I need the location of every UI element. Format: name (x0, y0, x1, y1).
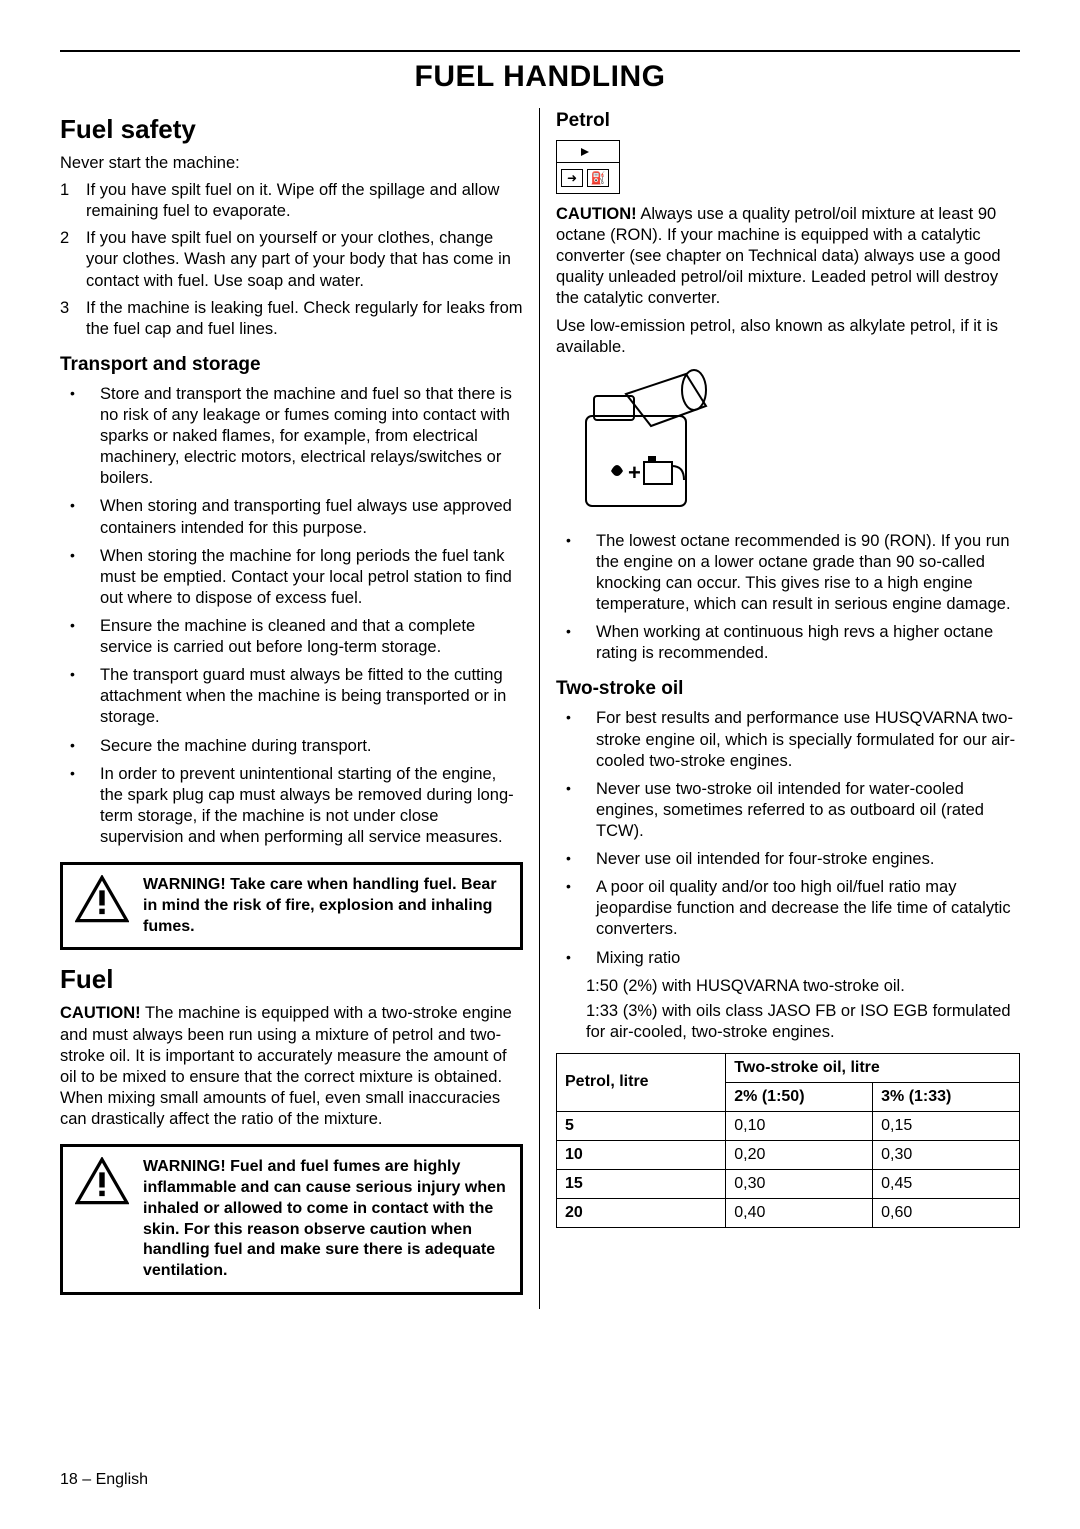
petrol-list: The lowest octane recommended is 90 (RON… (556, 531, 1020, 665)
list-text: If the machine is leaking fuel. Check re… (86, 298, 523, 340)
two-column-layout: Fuel safety Never start the machine: 1If… (60, 108, 1020, 1309)
caution-text: The machine is equipped with a two-strok… (60, 1004, 512, 1128)
cell: 5 (557, 1111, 726, 1140)
warning-triangle-icon (75, 875, 129, 937)
mixing-line: 1:50 (2%) with HUSQVARNA two-stroke oil. (586, 976, 1020, 997)
table-row: 10 0,20 0,30 (557, 1140, 1020, 1169)
table-row: 5 0,10 0,15 (557, 1111, 1020, 1140)
top-rule (60, 50, 1020, 52)
cell: 0,30 (726, 1169, 873, 1198)
caution-label: CAUTION! (60, 1004, 141, 1022)
th-2pct: 2% (1:50) (726, 1082, 873, 1111)
never-start-intro: Never start the machine: (60, 153, 523, 174)
cell: 0,30 (873, 1140, 1020, 1169)
cell: 0,20 (726, 1140, 873, 1169)
list-text: When working at continuous high revs a h… (596, 622, 1020, 664)
transport-list: Store and transport the machine and fuel… (60, 384, 523, 848)
left-column: Fuel safety Never start the machine: 1If… (60, 108, 540, 1309)
cell: 0,60 (873, 1198, 1020, 1227)
list-text: When storing the machine for long period… (100, 546, 523, 609)
two-stroke-list: For best results and performance use HUS… (556, 708, 1020, 968)
cell: 15 (557, 1169, 726, 1198)
cell: 0,45 (873, 1169, 1020, 1198)
caution-label: CAUTION! (556, 205, 637, 223)
heading-petrol: Petrol (556, 110, 1020, 132)
cell: 20 (557, 1198, 726, 1227)
table-row: 15 0,30 0,45 (557, 1169, 1020, 1198)
list-text: If you have spilt fuel on yourself or yo… (86, 228, 523, 291)
warning-text: WARNING! Fuel and fuel fumes are highly … (143, 1157, 508, 1282)
fuel-caution-paragraph: CAUTION! The machine is equipped with a … (60, 1003, 523, 1130)
table-row: 20 0,40 0,60 (557, 1198, 1020, 1227)
list-text: Ensure the machine is cleaned and that a… (100, 616, 523, 658)
list-number: 2 (60, 228, 86, 291)
warning-box-1: WARNING! Take care when handling fuel. B… (60, 862, 523, 950)
heading-fuel-safety: Fuel safety (60, 114, 523, 145)
warning-triangle-icon (75, 1157, 129, 1282)
list-text: For best results and performance use HUS… (596, 708, 1020, 771)
cell: 10 (557, 1140, 726, 1169)
heading-fuel: Fuel (60, 964, 523, 995)
mixing-line: 1:33 (3%) with oils class JASO FB or ISO… (586, 1001, 1020, 1043)
page-title: FUEL HANDLING (60, 60, 1020, 94)
th-petrol-litre: Petrol, litre (557, 1053, 726, 1111)
mixing-ratio-table: Petrol, litre Two-stroke oil, litre 2% (… (556, 1053, 1020, 1228)
cell: 0,40 (726, 1198, 873, 1227)
list-text: The transport guard must always be fitte… (100, 665, 523, 728)
page-footer: 18 – English (60, 1471, 148, 1489)
list-text: Secure the machine during transport. (100, 736, 372, 757)
mixing-illustration: + (556, 366, 1020, 521)
list-text: The lowest octane recommended is 90 (RON… (596, 531, 1020, 615)
right-column: Petrol ➜ ⛽ CAUTION! Always use a quality… (540, 108, 1020, 1309)
list-text: In order to prevent unintentional starti… (100, 764, 523, 848)
svg-text:+: + (628, 460, 641, 485)
th-3pct: 3% (1:33) (873, 1082, 1020, 1111)
list-text: When storing and transporting fuel alway… (100, 496, 523, 538)
list-text: Mixing ratio (596, 948, 680, 969)
list-number: 3 (60, 298, 86, 340)
cell: 0,10 (726, 1111, 873, 1140)
petrol-caution-paragraph: CAUTION! Always use a quality petrol/oil… (556, 204, 1020, 310)
list-text: Never use two-stroke oil intended for wa… (596, 779, 1020, 842)
list-text: If you have spilt fuel on it. Wipe off t… (86, 180, 523, 222)
list-number: 1 (60, 180, 86, 222)
cell: 0,15 (873, 1111, 1020, 1140)
never-start-list: 1If you have spilt fuel on it. Wipe off … (60, 180, 523, 340)
th-oil-litre: Two-stroke oil, litre (726, 1053, 1020, 1082)
warning-box-2: WARNING! Fuel and fuel fumes are highly … (60, 1144, 523, 1295)
petrol-pump-icon: ➜ ⛽ (556, 140, 620, 194)
list-text: Store and transport the machine and fuel… (100, 384, 523, 490)
list-text: A poor oil quality and/or too high oil/f… (596, 877, 1020, 940)
heading-two-stroke: Two-stroke oil (556, 678, 1020, 700)
low-emission-text: Use low-emission petrol, also known as a… (556, 316, 1020, 358)
list-text: Never use oil intended for four-stroke e… (596, 849, 934, 870)
heading-transport: Transport and storage (60, 354, 523, 376)
warning-text: WARNING! Take care when handling fuel. B… (143, 875, 508, 937)
